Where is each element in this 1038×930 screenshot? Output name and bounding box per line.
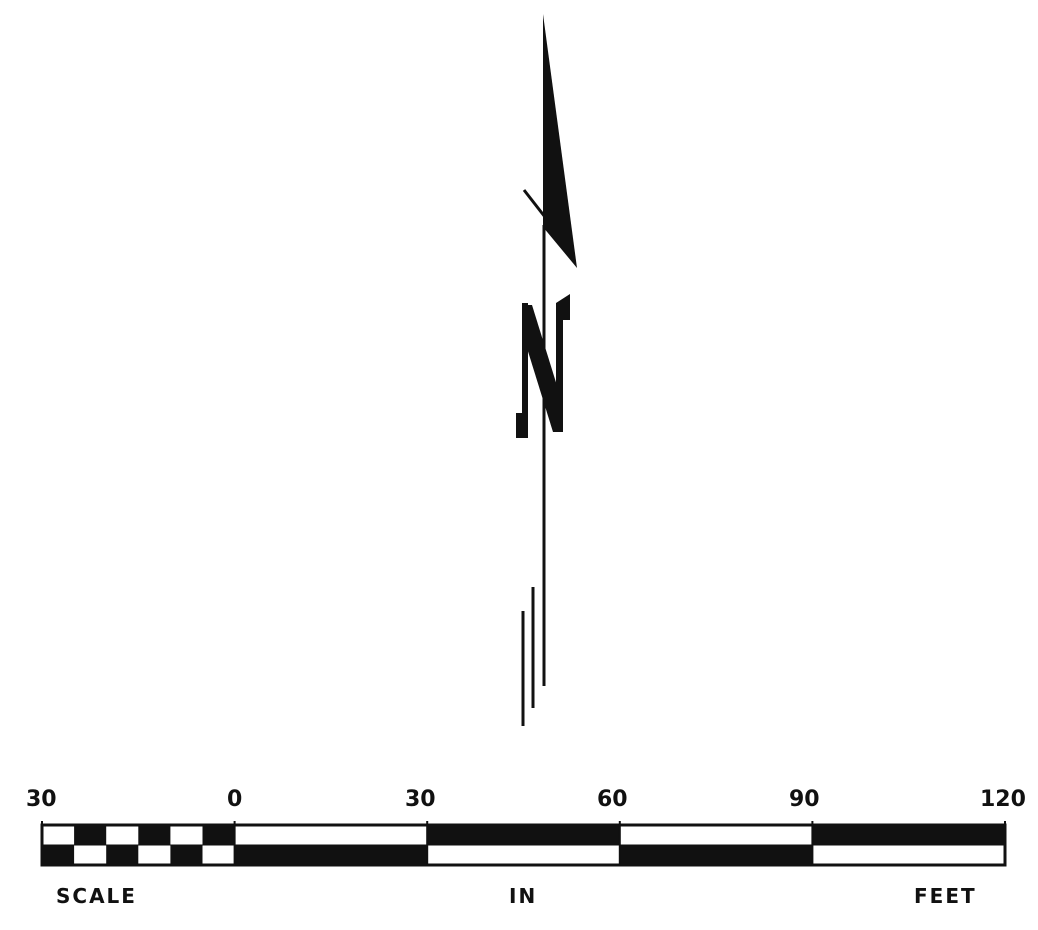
- scale-bar-subdivision: [138, 825, 171, 845]
- scale-tick-label: 0: [227, 787, 243, 812]
- north-arrow-head: [543, 14, 577, 268]
- scale-tick-label: 60: [597, 787, 628, 812]
- scale-bar-segment: [427, 825, 620, 845]
- scale-bar-subdivision: [42, 845, 75, 865]
- scale-bar-segment: [234, 845, 428, 865]
- scale-bar-segments: [41, 821, 1006, 865]
- scale-bar-subdivision: [106, 845, 139, 865]
- scale-bar-subdivision: [202, 825, 235, 845]
- scale-bar-segment: [619, 845, 813, 865]
- scale-caption-feet: FEET: [914, 884, 977, 908]
- scale-bar-segment: [812, 825, 1005, 845]
- scale-tick-label: 90: [789, 787, 820, 812]
- scale-caption-scale: SCALE: [56, 884, 137, 908]
- north-arrow-icon: [521, 14, 577, 726]
- scale-bar-subdivision: [170, 845, 203, 865]
- scale-tick-label: 30: [405, 787, 436, 812]
- scale-bar: [40, 821, 1007, 867]
- scale-bar-subdivision: [74, 825, 107, 845]
- north-arrow-barb: [522, 189, 547, 218]
- north-letter-n: [516, 294, 570, 438]
- scale-caption-in: IN: [509, 884, 538, 908]
- scale-tick-label: 30: [26, 787, 57, 812]
- scale-tick-label: 120: [980, 787, 1026, 812]
